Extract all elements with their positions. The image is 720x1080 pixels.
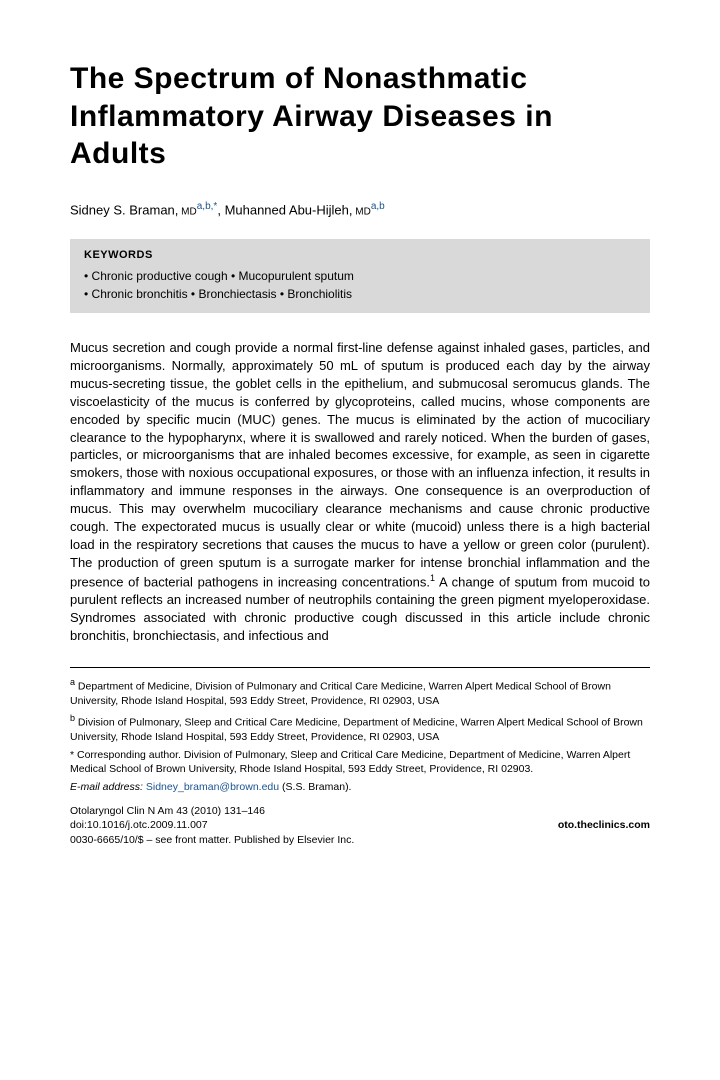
journal-site[interactable]: oto.theclinics.com — [558, 818, 650, 832]
keywords-list: • Chronic productive cough • Mucopurulen… — [84, 267, 636, 303]
body-main: Mucus secretion and cough provide a norm… — [70, 340, 650, 590]
journal-copyright: 0030-6665/10/$ – see front matter. Publi… — [70, 833, 650, 847]
body-paragraph: Mucus secretion and cough provide a norm… — [70, 339, 650, 645]
keywords-box: KEYWORDS • Chronic productive cough • Mu… — [70, 239, 650, 313]
footnote-b-text: Division of Pulmonary, Sleep and Critica… — [70, 716, 643, 742]
keywords-line-2: • Chronic bronchitis • Bronchiectasis • … — [84, 285, 636, 303]
author-1-name: Sidney S. Braman, — [70, 202, 178, 217]
footnote-a: a Department of Medicine, Division of Pu… — [70, 676, 650, 708]
keywords-line-1: • Chronic productive cough • Mucopurulen… — [84, 267, 636, 285]
footnote-b: b Division of Pulmonary, Sleep and Criti… — [70, 712, 650, 744]
footnote-a-text: Department of Medicine, Division of Pulm… — [70, 681, 611, 707]
footnote-corresponding: * Corresponding author. Division of Pulm… — [70, 748, 650, 776]
footnote-email: E-mail address: Sidney_braman@brown.edu … — [70, 780, 650, 794]
author-2-affiliation: a,b — [371, 201, 385, 212]
author-1-degree: MD — [178, 206, 196, 217]
keywords-heading: KEYWORDS — [84, 249, 636, 261]
email-tail: (S.S. Braman). — [279, 781, 351, 793]
author-line: Sidney S. Braman, MDa,b,*, Muhanned Abu-… — [70, 201, 650, 217]
journal-info: Otolaryngol Clin N Am 43 (2010) 131–146 … — [70, 804, 650, 847]
author-1-affiliation: a,b, — [197, 201, 214, 212]
footnote-corr-text: Corresponding author. Division of Pulmon… — [70, 749, 630, 775]
journal-citation: Otolaryngol Clin N Am 43 (2010) 131–146 — [70, 804, 650, 818]
email-link[interactable]: Sidney_braman@brown.edu — [146, 781, 279, 793]
email-label: E-mail address: — [70, 781, 143, 793]
footnotes: a Department of Medicine, Division of Pu… — [70, 667, 650, 794]
journal-doi: doi:10.1016/j.otc.2009.11.007 — [70, 818, 208, 832]
author-2-degree: MD — [352, 206, 370, 217]
author-separator: , — [217, 202, 224, 217]
author-2-name: Muhanned Abu-Hijleh, — [225, 202, 353, 217]
article-title: The Spectrum of Nonasthmatic Inflammator… — [70, 60, 650, 173]
